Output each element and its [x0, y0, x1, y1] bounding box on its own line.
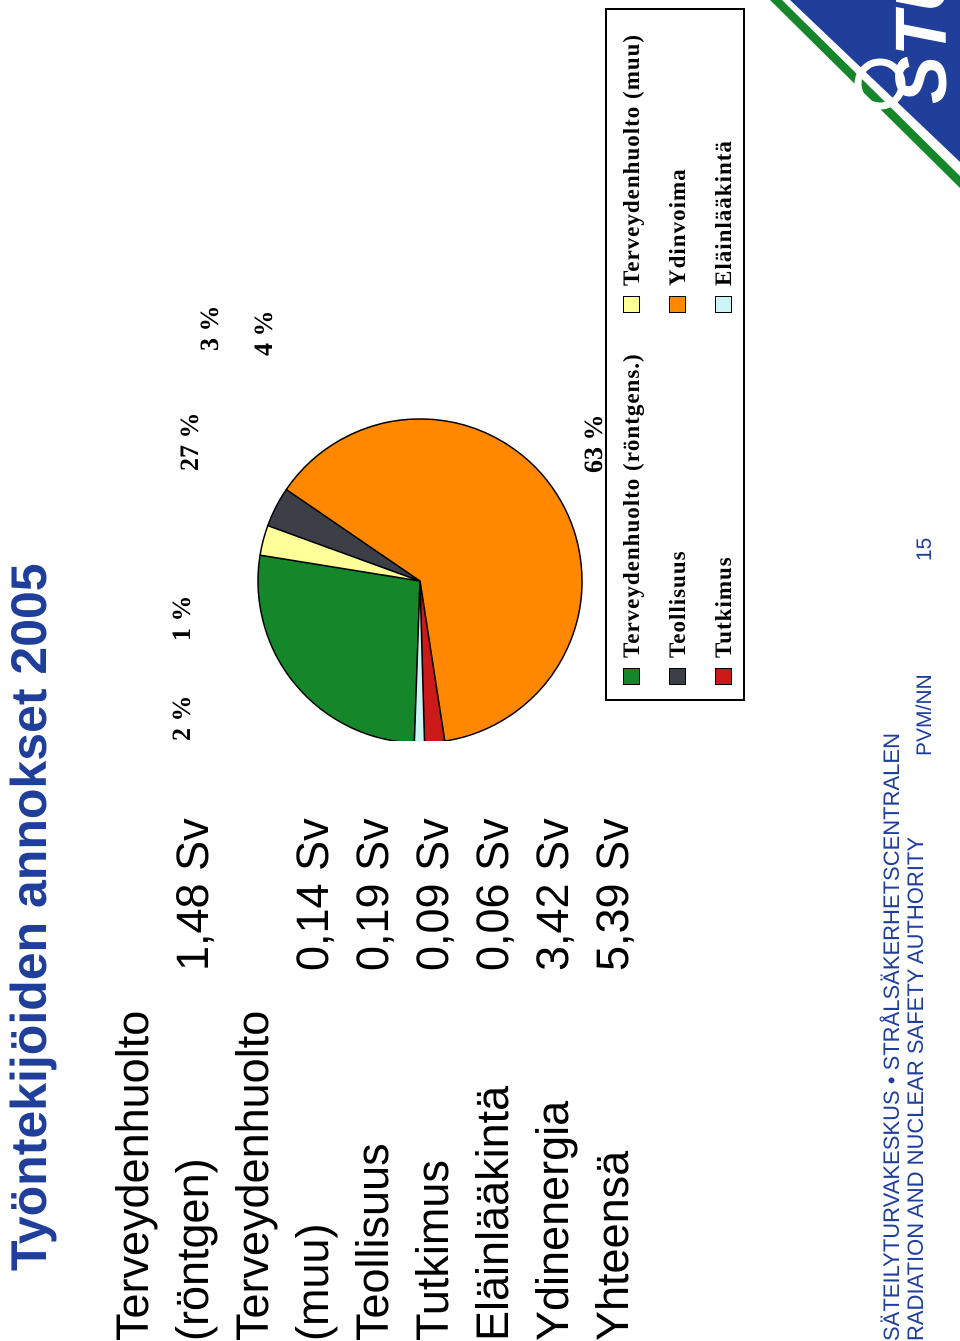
pie-slice: [257, 554, 421, 741]
chart-legend: Terveydenhuolto (röntgens.) Teollisuus Tut…: [605, 8, 745, 701]
pie-value-label: 27 %: [175, 413, 204, 472]
legend-item: Eläinlääkintä: [711, 140, 737, 313]
table-row-value: 0,14 Sv: [287, 818, 338, 971]
table-row-label: Terveydenhuolto: [107, 1010, 158, 1341]
table-row-value: 3,42 Sv: [527, 818, 578, 971]
footer-org-line2: RADIATION AND NUCLEAR SAFETY AUTHORITY: [903, 836, 929, 1341]
pie-slice: [419, 580, 446, 741]
logo-text: STUK: [882, 0, 960, 104]
legend-item: Ydinvoima: [665, 168, 691, 313]
pie-value-label: 3 %: [195, 306, 224, 352]
pie-value-label: 63 %: [579, 415, 608, 474]
legend-label: Terveydenhuolto (muu): [619, 33, 644, 286]
legend-label: Tutkimus: [711, 556, 736, 658]
pie-slice: [413, 580, 426, 741]
footer-organization: SÄTEILYTURVAKESKUS • STRÅLSÄKERHETSCENTR…: [879, 733, 929, 1341]
table-row-value: 1,48 Sv: [167, 818, 218, 971]
table-row-label: Terveydenhuolto: [227, 1010, 278, 1341]
page-number: 15: [913, 537, 936, 561]
legend-swatch: [669, 668, 686, 685]
pie-value-label: 2 %: [170, 696, 196, 742]
legend-label: Teollisuus: [665, 550, 690, 658]
legend-item: Teollisuus: [665, 550, 691, 685]
table-row-label: Ydinenergia: [527, 1100, 578, 1341]
legend-swatch: [623, 296, 640, 313]
table-row-label: Teollisuus: [347, 1143, 398, 1341]
table-row-value: 0,19 Sv: [347, 818, 398, 971]
table-row-value: 5,39 Sv: [587, 818, 638, 971]
table-row-value: 0,06 Sv: [467, 818, 518, 971]
pie-chart-svg: 27 % 3 % 4 % 63 % 2 % 1 %: [170, 306, 608, 742]
legend-label: Ydinvoima: [665, 168, 690, 286]
table-row-label: (muu): [287, 1223, 338, 1341]
table-row-label: Tutkimus: [407, 1160, 458, 1341]
legend-label: Eläinlääkintä: [711, 140, 736, 286]
slide-title: Työntekijöiden annokset 2005: [1, 563, 57, 1271]
legend-item: Terveydenhuolto (röntgens.): [619, 353, 645, 685]
footer-date: PVM/NN: [913, 674, 936, 756]
stuk-logo: STUK: [770, 0, 960, 188]
legend-swatch: [715, 296, 732, 313]
legend-swatch: [669, 296, 686, 313]
legend-swatch: [623, 668, 640, 685]
footer-org-line1: SÄTEILYTURVAKESKUS • STRÅLSÄKERHETSCENTR…: [879, 733, 904, 1341]
pie-value-label: 4 %: [249, 311, 278, 357]
table-row-label: Eläinlääkintä: [467, 1085, 518, 1341]
pie-chart: 27 % 3 % 4 % 63 % 2 % 1 %: [170, 0, 610, 741]
table-row-value: 0,09 Sv: [407, 818, 458, 971]
legend-swatch: [715, 668, 732, 685]
legend-label: Terveydenhuolto (röntgens.): [619, 353, 644, 658]
pie-value-label: 1 %: [170, 596, 196, 642]
legend-item: Tutkimus: [711, 556, 737, 685]
table-row-label: (röntgen): [167, 1158, 218, 1341]
pie-slice: [285, 418, 583, 741]
legend-item: Terveydenhuolto (muu): [619, 34, 645, 313]
table-row-label: Yhteensä: [587, 1150, 638, 1341]
